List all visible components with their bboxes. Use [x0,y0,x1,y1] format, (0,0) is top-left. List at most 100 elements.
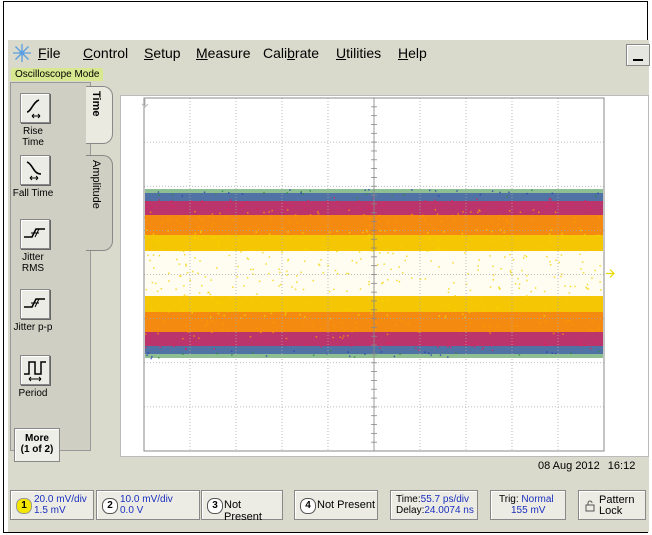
trace-speck [574,285,576,288]
trace-speck [491,230,493,233]
tab-time[interactable]: Time [86,86,113,144]
menu-calibrate[interactable]: Calibrate [263,45,320,61]
menu-measure[interactable]: Measure [196,45,251,61]
trace-speck [305,226,307,229]
trace-speck [410,208,412,210]
rise-time-button[interactable] [20,93,50,123]
trace-speck [424,278,427,280]
trace-speck [179,249,181,252]
trace-speck [573,222,576,224]
trace-speck [548,198,551,201]
trace-speck [382,281,384,284]
trace-speck [329,350,332,352]
trace-speck [216,267,218,269]
time-reference-marker [141,99,149,108]
trace-speck [302,232,304,234]
trace-speck [427,299,430,301]
trace-speck [336,250,338,253]
trace-speck [580,344,583,347]
tab-amplitude[interactable]: Amplitude [86,155,113,251]
trace-speck [566,301,569,303]
trace-speck [548,233,551,235]
menu-utilities[interactable]: Utilities [336,45,382,61]
trace-speck [165,236,167,238]
timebase-button[interactable]: Time:55.7 ps/div Delay:24.0074 ns [390,490,478,520]
trace-speck [183,294,186,296]
trace-speck [213,348,215,350]
trace-speck [476,198,478,201]
trace-speck [151,281,154,284]
menu-file[interactable]: File [38,45,61,61]
trace-speck [478,319,481,321]
more-line1: More [25,433,49,444]
trace-speck [544,321,547,323]
trace-speck [503,237,505,239]
pattern-lock-line2: Lock [599,505,623,517]
jitter-rms-button[interactable] [20,219,50,249]
trace-speck [325,225,327,227]
channel-2-button[interactable]: 2 10.0 mV/div 0.0 V [96,490,200,520]
channel-4-status: Not Present [317,499,376,511]
trace-speck [439,239,441,241]
trace-speck [167,230,169,232]
jitter-pp-button[interactable] [20,289,50,319]
waveform-display[interactable] [120,95,649,457]
trace-speck [349,308,352,310]
trace-speck [491,240,494,242]
trace-speck [286,192,289,194]
menu-help[interactable]: Help [398,45,427,61]
channel-3-button[interactable]: 3 Not Present [201,490,283,523]
lock-icon [585,500,595,512]
trace-speck [429,189,431,192]
trace-speck [437,195,440,197]
trace-speck [419,342,422,344]
trace-speck [152,254,155,256]
more-line2: (1 of 2) [20,444,54,455]
trace-speck [381,282,383,285]
period-button[interactable] [20,355,50,385]
trigger-button[interactable]: Trig: Normal 155 mV [490,490,566,520]
trace-speck [589,207,592,209]
trace-speck [241,205,244,207]
trace-speck [265,340,268,342]
trace-speck [183,285,185,287]
trace-speck [209,316,212,318]
trace-speck [357,314,360,316]
trace-speck [300,190,303,193]
trace-speck [333,324,336,327]
trace-speck [286,270,288,273]
trace-speck [223,314,225,317]
menu-control[interactable]: Control [83,45,129,61]
trace-speck [434,209,437,211]
fall-time-button[interactable] [20,155,50,185]
trace-speck [182,309,184,312]
menu-setup[interactable]: Setup [144,45,181,61]
trace-speck [182,337,184,340]
trace-speck [499,214,502,217]
trace-speck [185,263,187,266]
channel-4-button[interactable]: 4 Not Present [294,490,378,520]
trace-speck [512,342,514,344]
trace-speck [165,244,167,247]
trace-speck [351,259,354,262]
trace-speck [386,279,389,281]
pattern-lock-button[interactable]: Pattern Lock [578,490,646,520]
more-button[interactable]: More (1 of 2) [14,428,60,462]
trace-speck [204,276,207,278]
trace-speck [206,320,209,322]
minimize-button[interactable] [626,44,650,66]
trace-speck [454,295,456,297]
trace-speck [466,244,468,247]
trace-speck [228,192,230,194]
trace-speck [376,263,379,266]
trace-speck [518,287,520,289]
trace-speck [198,226,201,228]
trace-speck [272,321,274,324]
trace-speck [552,332,555,335]
trace-speck [526,279,528,282]
trace-speck [453,309,456,311]
status-date: 08 Aug 2012 [538,460,600,472]
trace-speck [498,287,501,289]
trace-speck [464,316,466,319]
channel-1-button[interactable]: 1 20.0 mV/div 1.5 mV [10,490,94,520]
